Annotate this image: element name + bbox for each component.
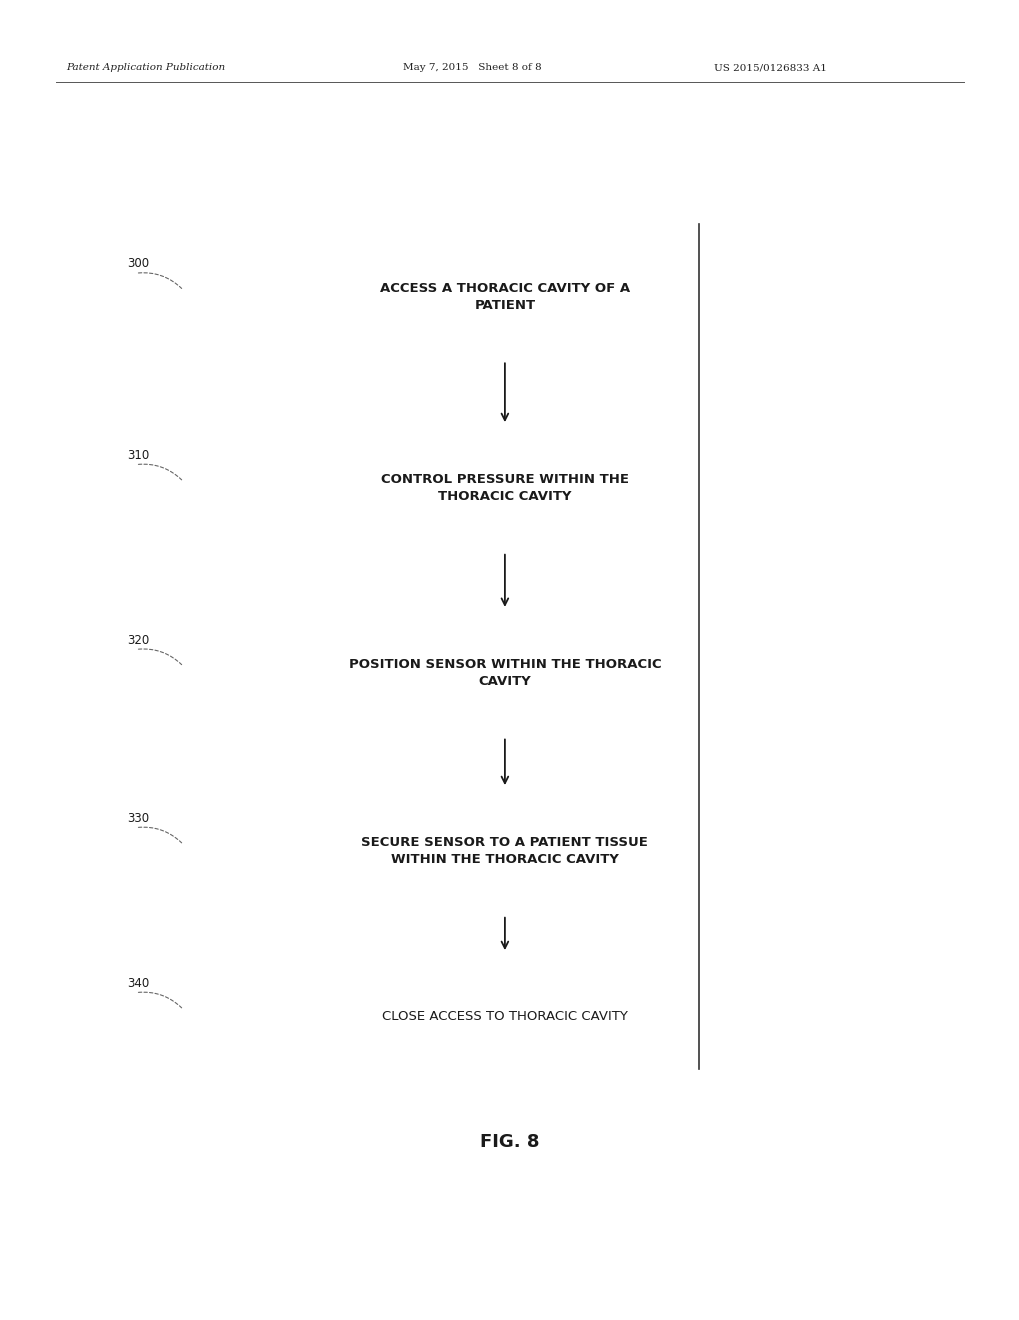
Text: 310: 310 bbox=[127, 449, 150, 462]
Text: CLOSE ACCESS TO THORACIC CAVITY: CLOSE ACCESS TO THORACIC CAVITY bbox=[381, 1010, 628, 1023]
Text: 340: 340 bbox=[127, 977, 150, 990]
Text: SECURE SENSOR TO A PATIENT TISSUE
WITHIN THE THORACIC CAVITY: SECURE SENSOR TO A PATIENT TISSUE WITHIN… bbox=[361, 837, 648, 866]
Text: 300: 300 bbox=[127, 257, 150, 271]
Text: US 2015/0126833 A1: US 2015/0126833 A1 bbox=[713, 63, 826, 73]
Text: POSITION SENSOR WITHIN THE THORACIC
CAVITY: POSITION SENSOR WITHIN THE THORACIC CAVI… bbox=[348, 659, 660, 688]
Text: 320: 320 bbox=[127, 634, 150, 647]
Text: CONTROL PRESSURE WITHIN THE
THORACIC CAVITY: CONTROL PRESSURE WITHIN THE THORACIC CAV… bbox=[380, 474, 629, 503]
Text: May 7, 2015   Sheet 8 of 8: May 7, 2015 Sheet 8 of 8 bbox=[403, 63, 541, 73]
Text: 330: 330 bbox=[127, 812, 150, 825]
Text: ACCESS A THORACIC CAVITY OF A
PATIENT: ACCESS A THORACIC CAVITY OF A PATIENT bbox=[379, 282, 630, 312]
Text: FIG. 8: FIG. 8 bbox=[480, 1133, 539, 1151]
Text: Patent Application Publication: Patent Application Publication bbox=[66, 63, 225, 73]
